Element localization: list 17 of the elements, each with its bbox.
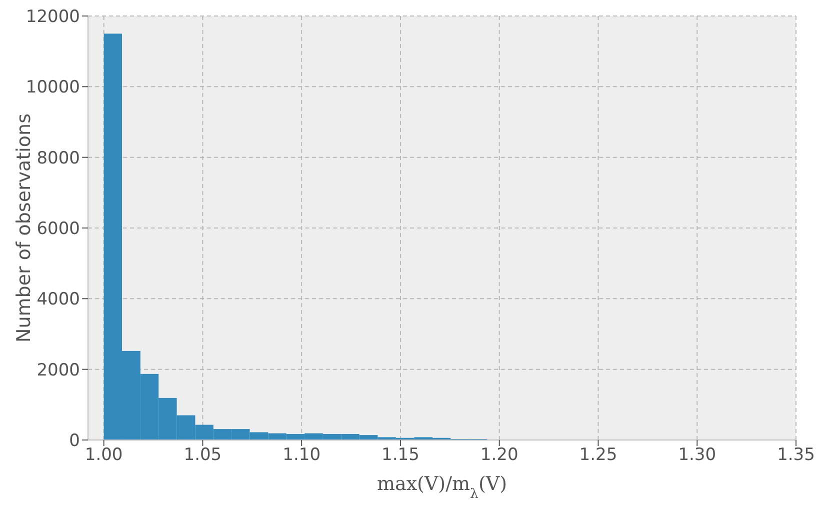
y-tick-label: 8000 [36, 148, 80, 168]
y-tick-label: 12000 [26, 7, 80, 28]
y-tick-label: 10000 [26, 78, 80, 98]
x-tick-label: 1.00 [84, 445, 123, 466]
y-axis-title: Number of observations [13, 114, 35, 342]
y-tick-label: 2000 [36, 360, 80, 380]
y-tick-label: 4000 [36, 290, 80, 310]
y-tick-label: 6000 [36, 219, 80, 240]
y-tick-label: 0 [69, 431, 80, 452]
x-tick-label: 1.15 [382, 445, 420, 466]
x-tick-label: 1.30 [678, 445, 716, 466]
x-tick-label: 1.05 [184, 445, 222, 466]
x-tick-label: 1.35 [777, 445, 815, 466]
x-axis-title: max(V)/m$_{λ}$(V) [376, 473, 508, 502]
x-tick-label: 1.25 [579, 445, 618, 466]
x-tick-label: 1.10 [282, 445, 321, 466]
x-tick-label: 1.20 [480, 445, 518, 466]
